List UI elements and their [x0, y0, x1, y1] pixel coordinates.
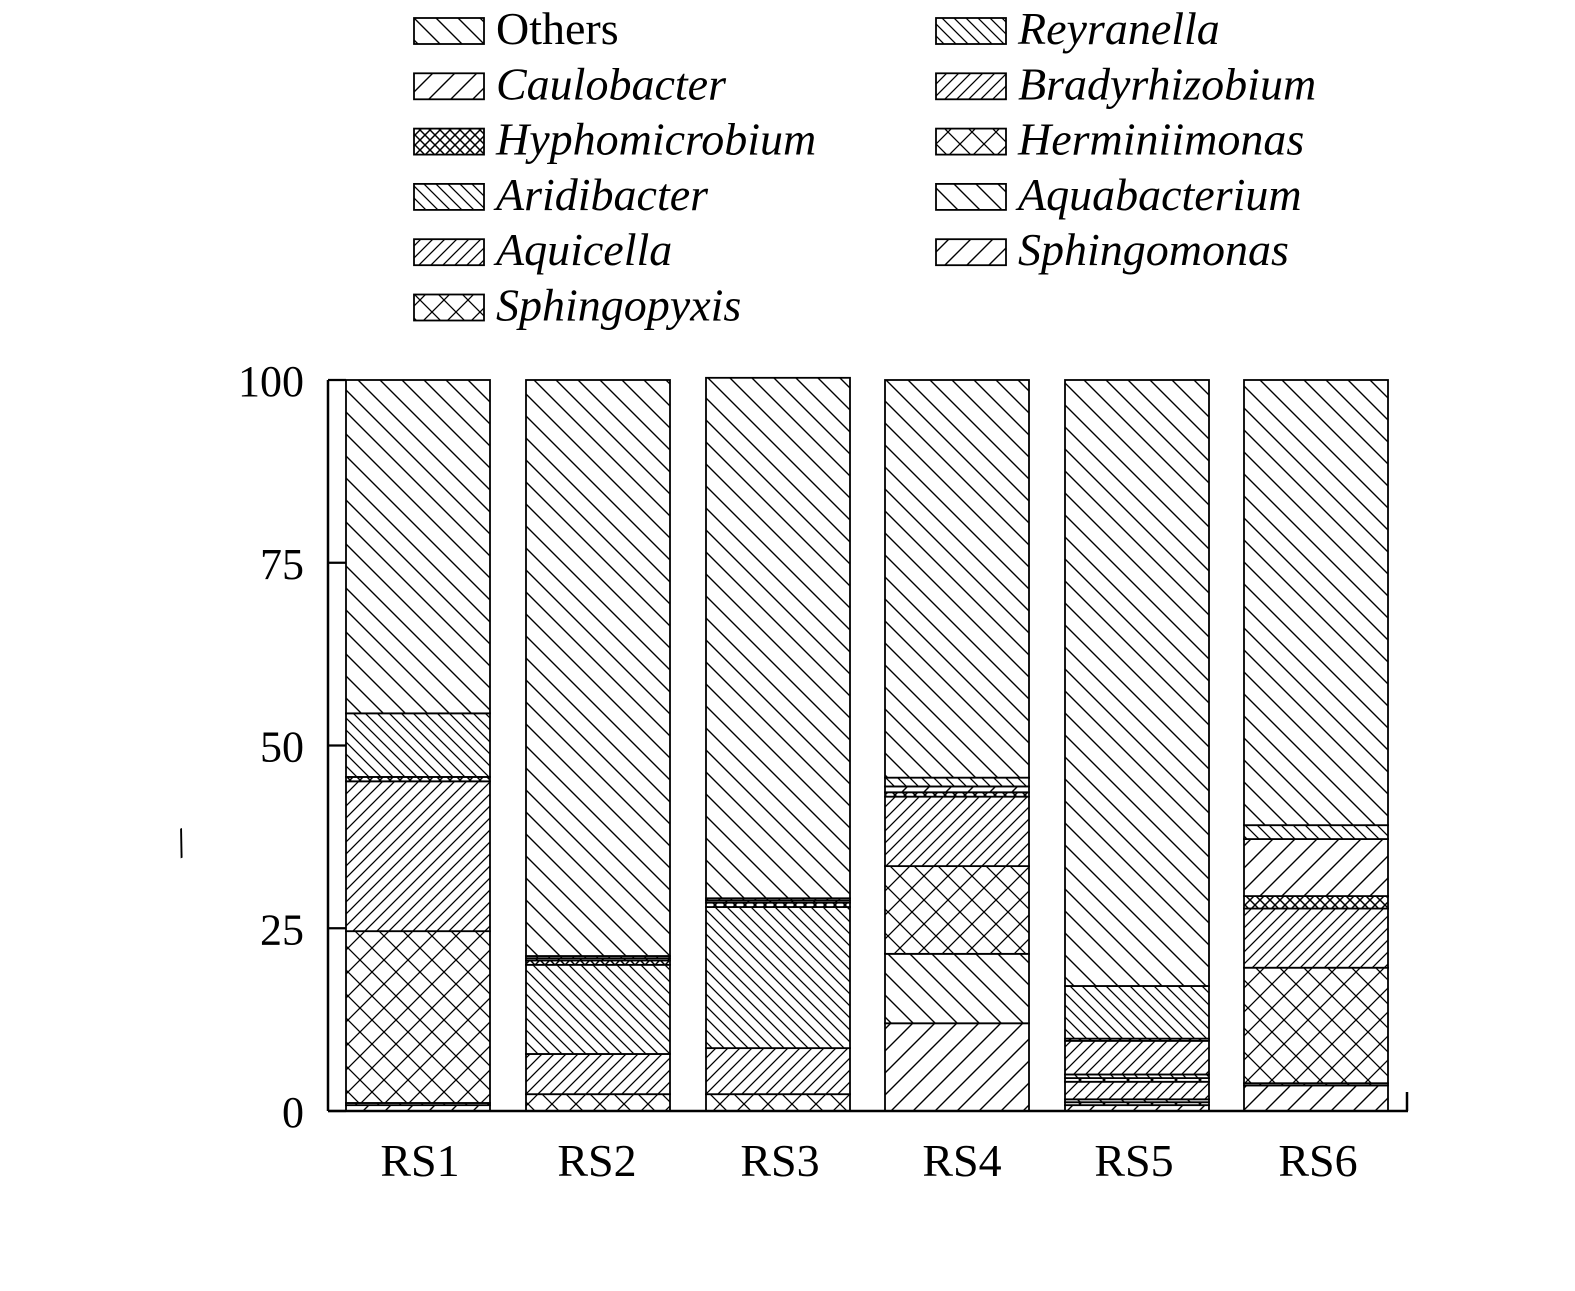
bar-segment-rs4-bradyrhizobium	[884, 795, 1030, 868]
bar-segment-rs6-caulobacter	[1243, 838, 1389, 897]
bar-segment-rs3-others	[705, 376, 851, 900]
y-axis-ticks: 0 25 50 75 100	[238, 357, 346, 1137]
bar-segment-rs1-reyranella	[345, 712, 491, 778]
bar-segment-rs1-others	[345, 379, 491, 715]
bar-segment-rs4-others	[884, 379, 1030, 779]
bar-segment-rs4-reyranella	[884, 776, 1030, 788]
legend-item-hyphomicrobium: Hyphomicrobium	[413, 114, 816, 165]
legend-label: Aquicella	[493, 224, 672, 275]
bar-segment-rs2-sphingopyxis	[525, 1093, 671, 1112]
legend-label: Sphingopyxis	[496, 280, 741, 331]
bar-segment-rs2-aridibacter	[525, 963, 671, 1055]
bar-segment-rs6-sphingomonas	[1243, 1084, 1389, 1112]
legend-item-bradyrhizobium: Bradyrhizobium	[935, 58, 1316, 109]
legend-label: Bradyrhizobium	[1018, 58, 1316, 109]
x-tick-label: RS1	[380, 1135, 459, 1186]
legend-swatch	[935, 17, 1007, 45]
legend-item-aquabacterium: Aquabacterium	[935, 169, 1302, 220]
bar-segment-rs6-bradyrhizobium	[1243, 907, 1389, 969]
legend-item-others: Others	[413, 3, 619, 54]
legend-swatch	[935, 182, 1007, 211]
bar-rs1	[345, 379, 491, 1112]
bar-segment-rs1-herminiimonas	[345, 930, 491, 1104]
bar-segment-rs2-aquicella	[525, 1053, 671, 1096]
bar-segment-rs1-bradyrhizobium	[345, 780, 491, 933]
legend: Others Reyranella Caulobacter Bradyrhizobiu…	[413, 3, 1316, 331]
bar-segment-rs4-aquabacterium	[884, 952, 1030, 1025]
x-tick-label: RS5	[1094, 1135, 1173, 1186]
legend-label: Caulobacter	[496, 58, 727, 109]
bar-segment-rs4-sphingomonas	[884, 1022, 1030, 1112]
legend-swatch	[413, 238, 485, 267]
legend-item-sphingomonas: Sphingomonas	[935, 224, 1289, 275]
legend-swatch	[413, 72, 485, 101]
legend-swatch	[413, 127, 485, 156]
legend-swatch	[935, 72, 1007, 101]
bar-segment-rs2-others	[525, 379, 671, 957]
bar-segment-rs3-aquicella	[705, 1047, 851, 1096]
bar-segment-rs6-others	[1243, 379, 1389, 827]
legend-swatch	[413, 17, 485, 45]
bar-rs6	[1243, 379, 1389, 1112]
bar-segment-rs5-bradyrhizobium	[1064, 1039, 1210, 1076]
bar-rs3	[705, 376, 851, 1112]
bar-segment-rs4-herminiimonas	[884, 865, 1030, 955]
legend-label: Reyranella	[1017, 3, 1220, 54]
legend-swatch	[935, 238, 1007, 267]
legend-swatch	[413, 293, 485, 322]
legend-label: Aquabacterium	[1015, 169, 1302, 220]
x-tick-label: RS6	[1278, 1135, 1357, 1186]
bar-segment-rs5-reyranella	[1064, 985, 1210, 1040]
bar-segment-rs3-aridibacter	[705, 906, 851, 1050]
legend-label: Herminiimonas	[1017, 114, 1304, 165]
y-tick-label: 75	[260, 540, 304, 589]
x-tick-label: RS3	[740, 1135, 819, 1186]
legend-item-caulobacter: Caulobacter	[413, 58, 727, 109]
legend-swatch	[935, 127, 1007, 156]
legend-item-aridibacter: Aridibacter	[413, 169, 709, 220]
legend-label: Sphingomonas	[1018, 224, 1289, 275]
legend-item-herminiimonas: Herminiimonas	[935, 114, 1304, 165]
legend-label: Hyphomicrobium	[495, 114, 816, 165]
y-tick-label: 0	[282, 1088, 304, 1137]
bar-rs5	[1064, 379, 1210, 1112]
y-tick-label: 100	[238, 357, 304, 406]
y-tick-label: 25	[260, 905, 304, 954]
legend-swatch	[413, 182, 485, 211]
bar-segment-rs5-aquicella	[1064, 1080, 1210, 1101]
x-tick-label: RS4	[922, 1135, 1001, 1186]
legend-item-sphingopyxis: Sphingopyxis	[413, 280, 741, 331]
x-axis-ticks: RS1 RS2 RS3 RS4 RS5 RS6	[380, 1135, 1357, 1186]
legend-item-aquicella: Aquicella	[413, 224, 672, 275]
bar-rs2	[525, 379, 671, 1112]
legend-label: Others	[496, 3, 619, 54]
bar-segment-rs6-reyranella	[1243, 824, 1389, 840]
bar-segment-rs3-sphingopyxis	[705, 1093, 851, 1112]
y-tick-label: 50	[260, 723, 304, 772]
bar-segment-rs5-others	[1064, 379, 1210, 987]
x-tick-label: RS2	[557, 1135, 636, 1186]
legend-label: Aridibacter	[493, 169, 709, 220]
legend-item-reyranella: Reyranella	[935, 3, 1220, 54]
bar-rs4	[884, 379, 1030, 1112]
y-axis-label: /	[168, 820, 195, 867]
bar-segment-rs6-hyphomicrobium	[1243, 895, 1389, 910]
bars	[345, 376, 1389, 1112]
bar-segment-rs6-herminiimonas	[1243, 966, 1389, 1085]
